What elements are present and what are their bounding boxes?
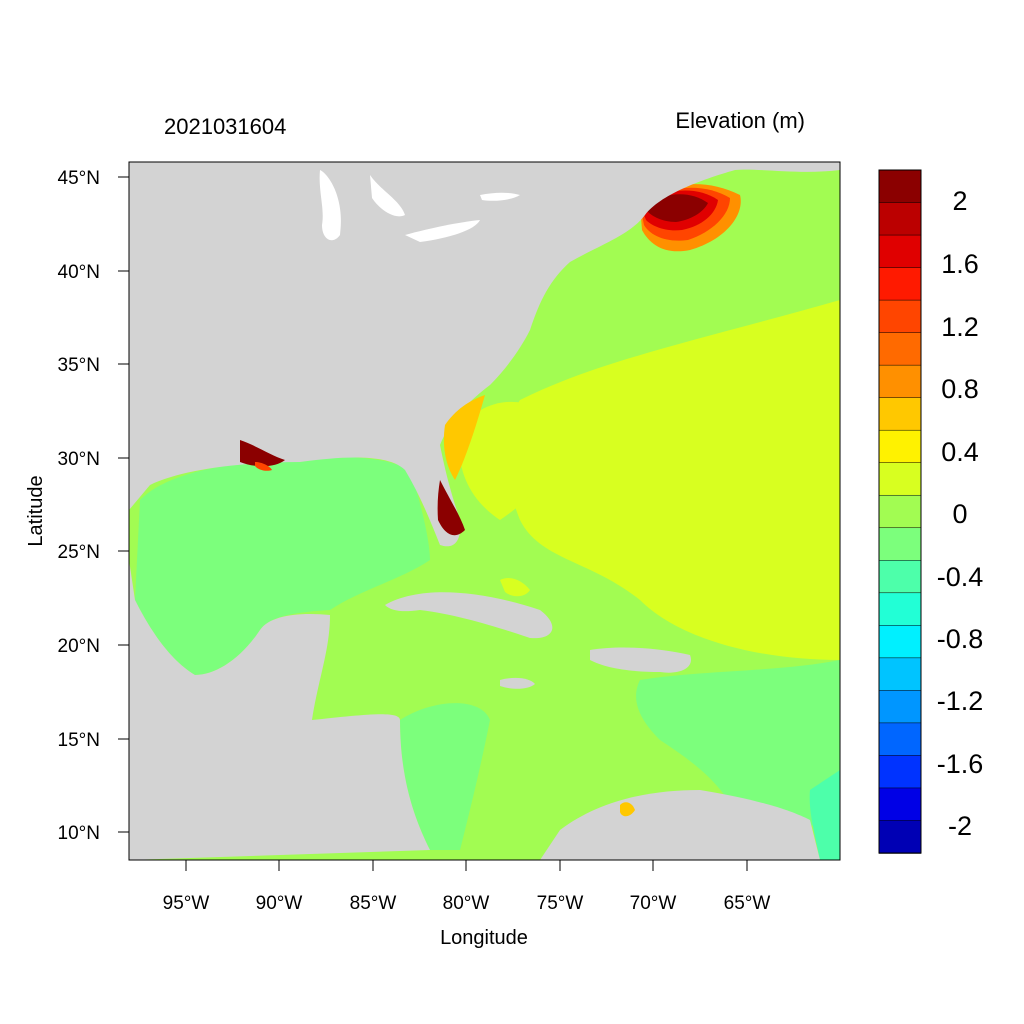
- lon-tick-label: 95°W: [163, 893, 210, 914]
- lon-tick-label: 80°W: [443, 893, 490, 914]
- colorbar-swatch: [878, 820, 922, 854]
- mexico-central-america-land: [129, 560, 430, 860]
- louisiana-coastal-surge: [240, 440, 285, 467]
- colorbar-label: 0.8: [941, 374, 979, 404]
- colorbar-swatch: [878, 234, 922, 269]
- colorbar-swatch: [878, 560, 922, 594]
- lon-tick-label: 75°W: [537, 893, 584, 914]
- lat-tick-label: 10°N: [58, 823, 100, 844]
- colorbar-swatch: [878, 202, 922, 236]
- colorbar-swatch: [878, 722, 922, 757]
- lake-erie: [405, 220, 480, 242]
- western-caribbean-zone: [400, 703, 490, 850]
- colorbar-swatch: [878, 299, 922, 334]
- gulf-of-maine-band-4: [645, 194, 708, 222]
- colorbar-swatch: [878, 657, 922, 692]
- gulf-of-mexico: [135, 457, 430, 675]
- colorbar-frame: [878, 169, 922, 854]
- colorbar-swatch: [878, 494, 922, 529]
- colorbar-swatch: [878, 462, 922, 496]
- atlantic-elevation-core: [505, 300, 840, 660]
- florida-east-coast-zone: [443, 395, 485, 480]
- colorbar-swatch: [878, 429, 922, 464]
- jamaica-island: [500, 677, 535, 689]
- lat-axis: 45°N 40°N 35°N 30°N 25°N 20°N 15°N 10°N: [58, 168, 129, 844]
- colorbar-swatch: [878, 625, 922, 659]
- colorbar-label: 1.2: [941, 312, 979, 342]
- y-axis-title: Latitude: [25, 475, 47, 546]
- lat-tick-label: 30°N: [58, 449, 100, 470]
- south-america-land: [540, 790, 820, 860]
- colorbar-swatch: [878, 592, 922, 627]
- lat-tick-label: 25°N: [58, 542, 100, 563]
- eastern-caribbean-zone: [636, 660, 840, 828]
- colorbar-swatch: [878, 527, 922, 562]
- colorbar-label: -2: [948, 811, 972, 841]
- colorbar-swatch: [878, 169, 922, 204]
- colorbar: 2 1.6 1.2 0.8 0.4 0 -0.4 -0.8 -1.2 -1.6 …: [878, 169, 984, 854]
- gulf-stream-zone: [459, 401, 560, 520]
- colorbar-swatch: [878, 364, 922, 399]
- lat-tick-label: 15°N: [58, 730, 100, 751]
- colorbar-swatch: [878, 787, 922, 822]
- x-axis-title: Longitude: [440, 927, 528, 949]
- plot-frame: [128, 161, 841, 861]
- colorbar-swatch: [878, 332, 922, 366]
- lon-tick-label: 85°W: [350, 893, 397, 914]
- hispaniola-island: [590, 647, 691, 673]
- colorbar-label: 0.4: [941, 437, 979, 467]
- map-plot-area: [129, 162, 840, 860]
- colorbar-swatch: [878, 267, 922, 301]
- colorbar-label: 2: [952, 186, 967, 216]
- colorbar-label: 0: [952, 499, 967, 529]
- cuba-island: [385, 592, 553, 639]
- louisiana-orange-zone: [255, 462, 272, 471]
- lon-axis: 95°W 90°W 85°W 80°W 75°W 70°W 65°W: [163, 860, 771, 914]
- colorbar-label: -0.4: [937, 562, 984, 592]
- lake-huron: [370, 175, 405, 217]
- colorbar-swatch: [878, 690, 922, 724]
- lon-tick-label: 90°W: [256, 893, 303, 914]
- colorbar-label: 1.6: [941, 249, 979, 279]
- colorbar-swatch: [878, 397, 922, 431]
- florida-coastal-surge: [437, 480, 465, 536]
- lat-tick-label: 45°N: [58, 168, 100, 189]
- lon-tick-label: 70°W: [630, 893, 677, 914]
- lake-ontario: [480, 192, 520, 201]
- colorbar-label: -1.2: [937, 686, 984, 716]
- lon-tick-label: 65°W: [724, 893, 771, 914]
- bahamas-zone: [500, 578, 530, 597]
- venezuela-coastal-zone: [620, 802, 635, 817]
- colorbar-swatch: [878, 755, 922, 789]
- date-title: 2021031604: [164, 114, 286, 139]
- low-elevation-zone: [809, 770, 840, 860]
- colorbar-label: -0.8: [937, 624, 984, 654]
- lat-tick-label: 40°N: [58, 262, 100, 283]
- lat-tick-label: 35°N: [58, 355, 100, 376]
- variable-title: Elevation (m): [675, 108, 805, 133]
- lake-michigan: [319, 170, 341, 241]
- north-america-land: [129, 162, 840, 547]
- lat-tick-label: 20°N: [58, 636, 100, 657]
- colorbar-label: -1.6: [937, 749, 984, 779]
